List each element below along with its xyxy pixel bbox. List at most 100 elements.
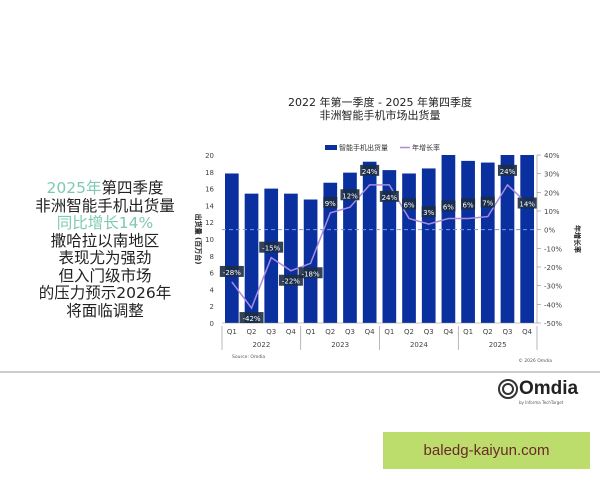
growth-label-box	[219, 265, 244, 277]
bar	[500, 155, 515, 323]
year-label: 2023	[331, 341, 349, 349]
logo-name: Omdia	[519, 378, 579, 399]
divider	[0, 371, 600, 373]
source-note: Source: Omdia	[232, 354, 265, 360]
chart-title-line: 2022 年第一季度 - 2025 年第四季度	[288, 96, 472, 109]
x-tick-label: Q1	[306, 328, 316, 336]
growth-label-box	[379, 190, 399, 202]
growth-label: 7%	[482, 200, 493, 208]
bar	[461, 160, 475, 323]
chart: 智能手机出货量 年增长率02468101214161820-50%-40%-30%…	[194, 143, 582, 364]
y-tick-label: 4	[210, 286, 215, 294]
x-tick-label: Q3	[266, 328, 276, 336]
logo-subtitle: by Informa TechTarget	[519, 400, 564, 405]
growth-label: -28%	[223, 269, 241, 277]
legend-bar-swatch	[325, 145, 337, 150]
growth-label-box	[461, 198, 476, 210]
y2-tick-label: -20%	[544, 264, 562, 272]
bar	[362, 161, 377, 323]
y2-tick-label: 30%	[544, 171, 560, 179]
x-tick-label: Q1	[463, 328, 473, 336]
y-tick-label: 8	[210, 253, 214, 261]
x-tick-label: Q4	[522, 328, 533, 336]
growth-label: 12%	[342, 192, 358, 200]
legend-bar-label: 智能手机出货量	[339, 143, 388, 152]
bar	[382, 170, 397, 323]
bar	[343, 172, 357, 323]
x-tick-label: Q3	[502, 328, 512, 336]
y-axis-title: 出货量 (百万台)	[194, 214, 203, 265]
growth-label: 24%	[362, 168, 378, 176]
growth-label: 9%	[325, 200, 336, 208]
y-tick-label: 10	[205, 236, 214, 244]
year-label: 2022	[252, 341, 270, 349]
y-tick-label: 14	[205, 202, 214, 210]
growth-label-box	[323, 196, 338, 208]
y-tick-label: 6	[210, 270, 215, 278]
growth-label: 6%	[463, 201, 474, 209]
growth-label-box	[517, 197, 537, 209]
chart-title: 2022 年第一季度 - 2025 年第四季度 非洲智能手机市场出货量	[250, 96, 510, 122]
growth-label: -15%	[262, 245, 280, 253]
y2-axis-title: 年增长率	[573, 225, 582, 253]
x-tick-label: Q2	[247, 328, 257, 336]
growth-label: 6%	[443, 203, 454, 211]
growth-label-box	[278, 274, 303, 286]
growth-label-box	[239, 312, 264, 324]
y2-tick-label: 20%	[544, 189, 560, 197]
growth-label-box	[402, 198, 417, 210]
growth-label: -18%	[302, 270, 320, 278]
bar	[264, 188, 279, 323]
y-tick-label: 0	[210, 320, 214, 328]
growth-label-box	[497, 164, 517, 176]
omdia-logo: Omdia by Informa TechTarget	[497, 378, 579, 405]
y2-tick-label: 10%	[544, 208, 560, 216]
growth-label: -42%	[242, 315, 260, 323]
year-label: 2025	[489, 341, 507, 349]
headline-line: 的压力预示2026年	[38, 284, 172, 302]
bar	[323, 182, 338, 323]
growth-label-box	[480, 196, 495, 208]
growth-label-box	[340, 189, 360, 201]
watermark-banner[interactable]: baledg-kaiyun.com	[383, 432, 590, 469]
legend-line-label: 年增长率	[412, 143, 440, 152]
chart-subtitle: 非洲智能手机市场出货量	[319, 109, 441, 122]
headline-line: 将面临调整	[66, 301, 144, 320]
bar	[244, 193, 259, 323]
bar	[480, 162, 495, 323]
bar	[441, 155, 456, 323]
x-tick-label: Q4	[443, 328, 454, 336]
headline-line: 非洲智能手机出货量	[35, 196, 175, 215]
x-tick-label: Q2	[404, 328, 414, 336]
y2-tick-label: 0%	[544, 227, 555, 235]
growth-label: 24%	[500, 168, 516, 176]
headline-line: 表现尤为强劲	[58, 249, 152, 267]
bar	[520, 155, 534, 323]
growth-label: 14%	[519, 201, 535, 209]
x-tick-label: Q4	[286, 328, 297, 336]
headline-growth: 同比增长14%	[56, 214, 154, 232]
growth-label-box	[259, 241, 284, 253]
y2-tick-label: -30%	[544, 283, 562, 291]
y2-tick-label: -40%	[544, 301, 562, 309]
x-tick-label: Q3	[424, 328, 434, 336]
x-tick-label: Q1	[384, 328, 394, 336]
growth-label: 6%	[403, 201, 414, 209]
omdia-logo-icon	[498, 379, 518, 399]
growth-label: 3%	[423, 209, 434, 217]
x-tick-label: Q4	[365, 328, 376, 336]
growth-label-box	[298, 267, 323, 279]
y-tick-label: 12	[205, 219, 214, 227]
x-tick-label: Q3	[345, 328, 355, 336]
y2-tick-label: -50%	[544, 320, 562, 328]
y-tick-label: 18	[205, 169, 214, 177]
bar	[225, 173, 239, 323]
bar	[402, 173, 416, 323]
growth-line	[231, 183, 528, 310]
bar	[421, 168, 436, 323]
growth-label-box	[421, 206, 436, 218]
y2-tick-label: -10%	[544, 245, 562, 253]
y-tick-label: 20	[205, 152, 214, 160]
growth-label: 24%	[382, 194, 398, 202]
y-tick-label: 2	[210, 303, 214, 311]
